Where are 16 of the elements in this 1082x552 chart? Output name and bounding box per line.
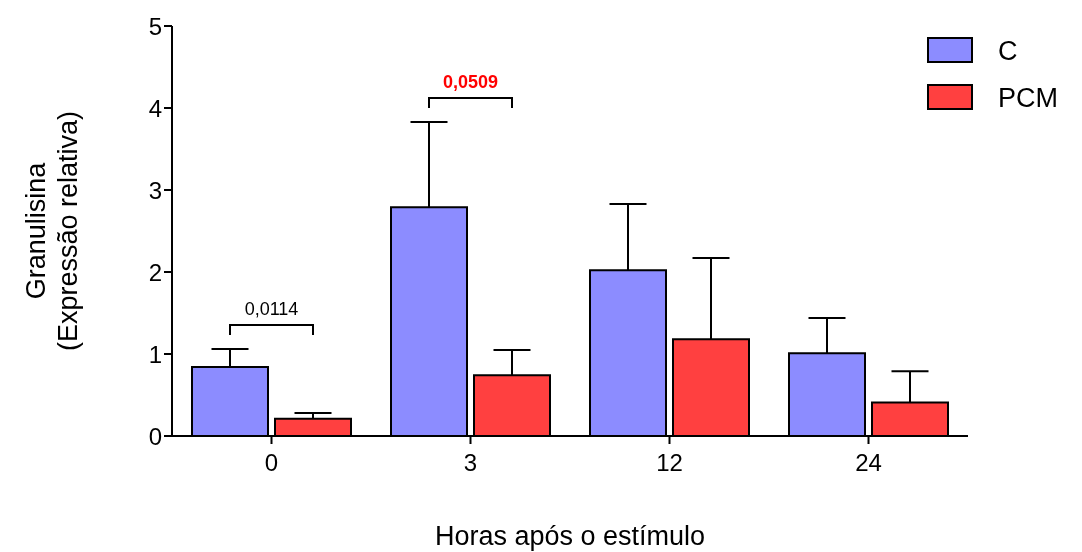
- y-tick-label: 0: [148, 422, 162, 450]
- annotation: 0,0114: [244, 299, 299, 320]
- x-tick-label: 3: [463, 449, 478, 477]
- x-tick-label: 12: [656, 449, 683, 477]
- y-axis-title: Granulisina (Expressão relativa): [21, 110, 83, 352]
- x-tick-label: 24: [855, 449, 882, 477]
- y-tick-label: 3: [148, 176, 162, 204]
- y-tick-label: 5: [148, 12, 162, 40]
- y-tick-label: 1: [148, 340, 162, 368]
- y-tick-label: 4: [148, 94, 162, 122]
- legend-label: PCM: [998, 83, 1058, 113]
- x-axis-title: Horas após o estímulo: [434, 521, 706, 551]
- annotation: 0,0509: [442, 71, 499, 92]
- y-tick-label: 2: [148, 258, 162, 286]
- legend-label: C: [998, 36, 1018, 66]
- x-tick-label: 0: [264, 449, 279, 477]
